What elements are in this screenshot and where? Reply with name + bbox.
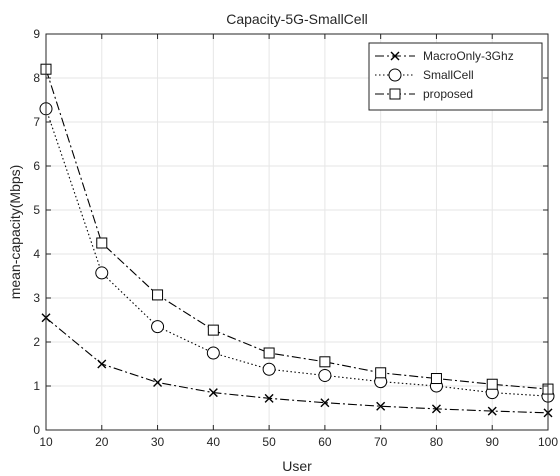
data-point xyxy=(152,289,164,301)
legend-marker xyxy=(388,68,402,82)
data-point xyxy=(318,368,332,382)
chart-title: Capacity-5G-SmallCell xyxy=(226,11,368,27)
data-point xyxy=(430,373,442,385)
x-tick-label: 100 xyxy=(538,435,558,449)
marker-stroke xyxy=(97,359,107,369)
y-tick-label: 2 xyxy=(33,335,40,349)
data-point xyxy=(319,356,331,368)
x-tick-label: 90 xyxy=(486,435,500,449)
y-axis-label: mean-capacity(Mbps) xyxy=(7,165,23,300)
marker-stroke xyxy=(153,377,163,387)
y-tick-label: 0 xyxy=(33,423,40,437)
data-point xyxy=(376,401,386,411)
data-point xyxy=(97,359,107,369)
data-point xyxy=(207,324,219,336)
data-point xyxy=(96,237,108,249)
series-macroonly-3ghz xyxy=(41,313,553,418)
x-tick-label: 70 xyxy=(374,435,388,449)
y-tick-label: 1 xyxy=(33,379,40,393)
data-point xyxy=(262,362,276,376)
x-tick-label: 30 xyxy=(151,435,165,449)
x-tick-label: 60 xyxy=(318,435,332,449)
data-point xyxy=(153,377,163,387)
marker-stroke xyxy=(264,393,274,403)
x-tick-label: 20 xyxy=(95,435,109,449)
ticks: 10 20 30 40 50 60 70 80 90 100 0 1 2 3 4 5 6 7 8 9 xyxy=(33,27,558,449)
y-tick-label: 9 xyxy=(33,27,40,41)
x-tick-label: 80 xyxy=(430,435,444,449)
marker-stroke xyxy=(487,406,497,416)
data-point xyxy=(486,378,498,390)
y-tick-label: 7 xyxy=(33,115,40,129)
data-point xyxy=(375,367,387,379)
data-point xyxy=(320,398,330,408)
y-tick-label: 5 xyxy=(33,203,40,217)
series-line xyxy=(45,69,549,390)
x-tick-label: 40 xyxy=(207,435,221,449)
x-tick-label: 50 xyxy=(262,435,276,449)
data-point xyxy=(206,346,220,360)
legend-marker xyxy=(390,51,400,61)
x-axis-label: User xyxy=(282,458,312,474)
marker-stroke xyxy=(390,51,400,61)
y-tick-label: 4 xyxy=(33,247,40,261)
marker-stroke xyxy=(208,388,218,398)
data-point xyxy=(263,347,275,359)
marker-stroke xyxy=(320,398,330,408)
series-line xyxy=(45,108,549,397)
marker-stroke xyxy=(376,401,386,411)
x-tick-label: 10 xyxy=(39,435,53,449)
data-point xyxy=(208,388,218,398)
y-tick-label: 3 xyxy=(33,291,40,305)
legend: MacroOnly-3Ghz SmallCell proposed xyxy=(368,42,543,111)
marker-stroke xyxy=(431,404,441,414)
data-point xyxy=(431,404,441,414)
data-point xyxy=(264,393,274,403)
plot-frame xyxy=(45,33,549,431)
legend-entry: SmallCell xyxy=(423,68,474,82)
data-point xyxy=(95,266,109,280)
y-tick-label: 8 xyxy=(33,71,40,85)
legend-entry: proposed xyxy=(423,87,473,101)
grid xyxy=(45,33,549,431)
data-point xyxy=(151,320,165,334)
data-point xyxy=(487,406,497,416)
legend-marker xyxy=(389,88,401,100)
legend-entry: MacroOnly-3Ghz xyxy=(423,49,514,63)
y-tick-label: 6 xyxy=(33,159,40,173)
